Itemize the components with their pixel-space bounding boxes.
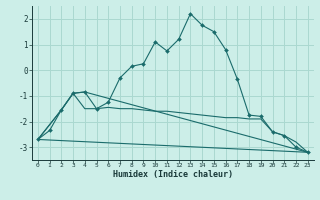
X-axis label: Humidex (Indice chaleur): Humidex (Indice chaleur)	[113, 170, 233, 179]
